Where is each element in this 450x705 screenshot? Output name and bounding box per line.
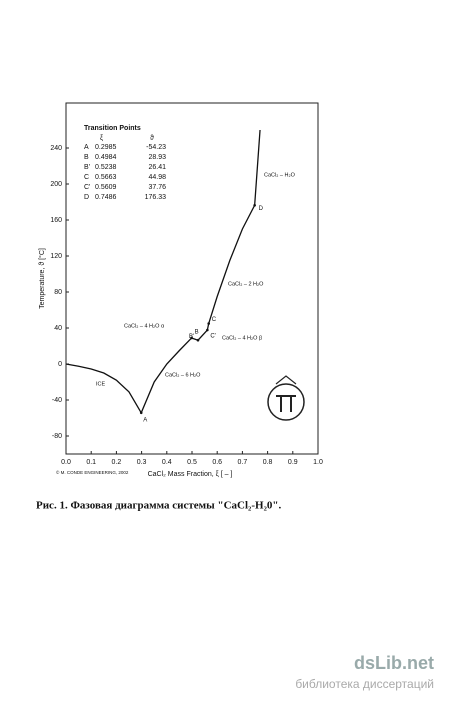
region-label: ICE (96, 381, 106, 387)
logo (267, 375, 305, 421)
table-theta: 37.76 (148, 184, 166, 191)
transition-point (139, 411, 143, 415)
x-tick-label: 0.9 (288, 459, 298, 466)
x-tick-label: 0.8 (263, 459, 273, 466)
transition-point (253, 204, 256, 207)
point-label: A (143, 417, 147, 423)
point-label: B (195, 330, 199, 336)
region-label: CaCl₂ – 4 H₂O β (222, 335, 262, 341)
table-xi: 0.5609 (95, 184, 117, 191)
point-label: C (212, 317, 217, 323)
y-axis-label: Temperature, ϑ [°C] (38, 248, 46, 309)
transition-point (207, 322, 211, 325)
x-tick-label: 0.6 (212, 459, 222, 466)
transition-point (206, 328, 209, 332)
y-tick-label: -80 (52, 433, 62, 440)
phase-line (65, 129, 261, 415)
y-tick-label: 160 (50, 217, 62, 224)
transition-point (196, 338, 200, 342)
table-col: ξ (100, 135, 103, 142)
y-tick-label: 240 (50, 145, 62, 152)
table-label: C' (84, 184, 90, 191)
x-tick-label: 0.4 (162, 459, 172, 466)
x-axis-label: CaCl₂ Mass Fraction, ξ [ – ] (148, 471, 233, 478)
point-label: D (259, 206, 264, 212)
transition-point (190, 336, 193, 340)
table-col: ϑ (150, 135, 154, 142)
copyright: © M. CONDE ENGINEERING, 2002 (56, 469, 129, 475)
region-label: CaCl₂ – H₂O (264, 172, 296, 178)
table-xi: 0.2985 (95, 144, 117, 151)
x-tick-label: 0.7 (238, 459, 248, 466)
table-xi: 0.7486 (95, 194, 117, 201)
region-label: CaCl₂ – 4 H₂O α (124, 323, 165, 329)
y-tick-label: -40 (52, 397, 62, 404)
table-theta: 28.93 (148, 154, 166, 161)
x-tick-label: 0.2 (112, 459, 122, 466)
table-xi: 0.5663 (95, 174, 117, 181)
table-theta: 44.98 (148, 174, 166, 181)
y-tick-label: 80 (54, 289, 62, 296)
y-tick-label: 40 (54, 325, 62, 332)
x-tick-label: 0.5 (187, 459, 197, 466)
region-label: CaCl₂ – 2 H₂O (228, 281, 264, 287)
table-theta: 26.41 (148, 164, 166, 171)
table-label: D (84, 194, 89, 201)
table-xi: 0.5238 (95, 164, 117, 171)
watermark-subtitle: библиотека диссертаций (295, 677, 434, 691)
x-tick-label: 0.1 (86, 459, 96, 466)
point-label: B' (189, 334, 194, 340)
point-label: C' (210, 334, 215, 340)
table-label: C (84, 174, 89, 181)
table-label: A (84, 144, 89, 151)
table-theta: -54.23 (146, 144, 166, 151)
watermark-title: dsLib.net (354, 653, 434, 673)
x-tick-label: 0.0 (61, 459, 71, 466)
region-label: CaCl₂ – 6 H₂O (165, 372, 201, 378)
x-tick-label: 0.3 (137, 459, 147, 466)
caption: Рис. 1. Фазовая диаграмма системы "CaCl₂… (36, 500, 281, 512)
table-title: Transition Points (84, 125, 141, 132)
table-label: B' (84, 164, 90, 171)
y-tick-label: 0 (58, 361, 62, 368)
table-xi: 0.4984 (95, 154, 117, 161)
table-label: B (84, 154, 89, 161)
y-tick-label: 200 (50, 181, 62, 188)
x-tick-label: 1.0 (313, 459, 323, 466)
y-tick-label: 120 (50, 253, 62, 260)
table-theta: 176.33 (145, 194, 167, 201)
